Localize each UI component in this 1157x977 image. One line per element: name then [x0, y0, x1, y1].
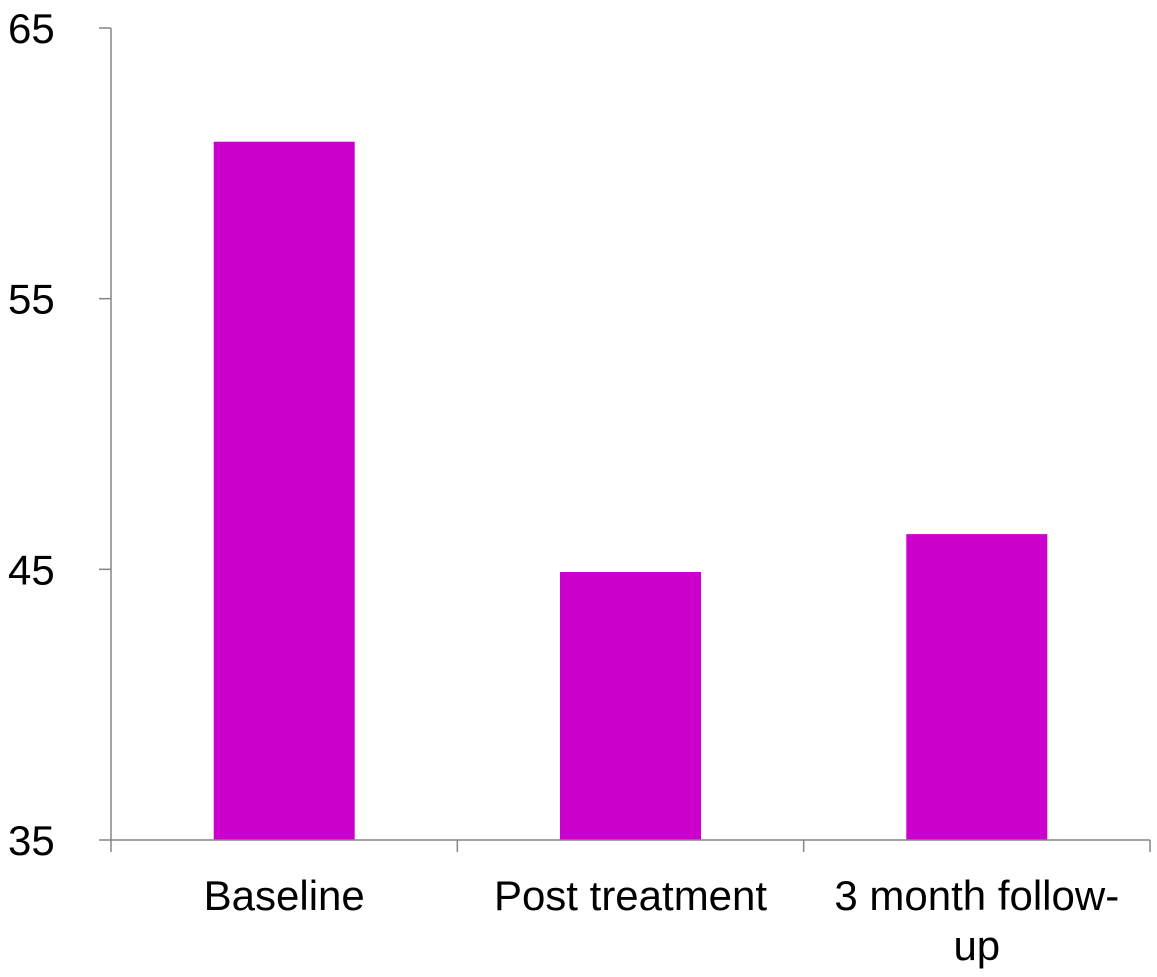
y-tick-labels: 35 45 55 65	[8, 5, 55, 864]
y-tick-label-55: 55	[8, 276, 55, 323]
x-category-labels: Baseline Post treatment 3 month follow-up	[204, 872, 1120, 969]
x-category-label-1: Baseline	[204, 872, 365, 919]
x-category-label-3-line-2: up	[953, 922, 1000, 969]
bar-2	[560, 572, 701, 840]
bar-3	[906, 534, 1048, 840]
y-tick-label-45: 45	[8, 546, 55, 593]
x-category-label-3-line-1: 3 month follow-	[834, 872, 1119, 919]
x-category-label-2: Post treatment	[494, 872, 767, 919]
bars-group	[213, 141, 1048, 840]
y-tick-label-35: 35	[8, 817, 55, 864]
axes-group	[99, 27, 1151, 852]
bar-1	[213, 141, 355, 840]
y-tick-label-65: 65	[8, 5, 55, 52]
